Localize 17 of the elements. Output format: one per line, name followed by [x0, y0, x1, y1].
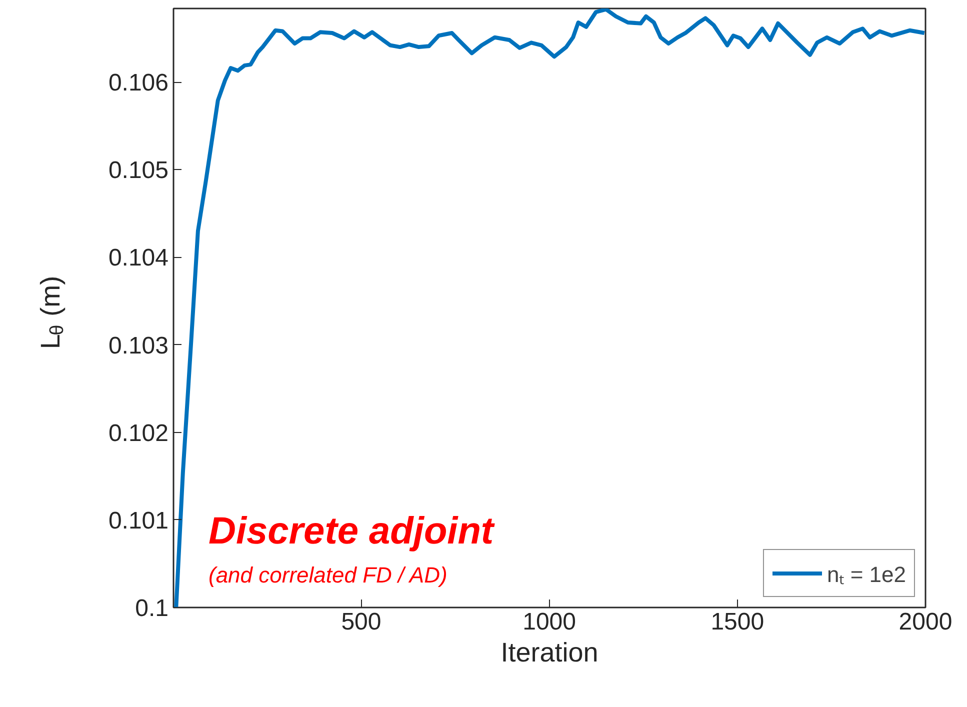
x-tick-label: 1000 — [522, 608, 576, 636]
x-tick-label: 2000 — [898, 608, 952, 636]
legend-label: nₜ = 1e2 — [826, 561, 906, 588]
y-tick-label: 0.103 — [108, 332, 169, 360]
annotation: (and correlated FD / AD) — [208, 562, 448, 588]
line-series — [174, 8, 926, 608]
y-tick-label: 0.102 — [108, 420, 169, 447]
y-tick-label: 0.101 — [108, 507, 169, 534]
annotation: Discrete adjoint — [208, 510, 495, 552]
y-tick-label: 0.105 — [108, 157, 169, 184]
x-tick-label: 500 — [341, 608, 382, 636]
y-tick-label: 0.106 — [108, 70, 169, 97]
y-axis-title: Lθ (m) — [36, 276, 68, 350]
x-tick-label: 1500 — [710, 608, 764, 636]
x-axis-title: Iteration — [500, 638, 598, 668]
y-tick-label: 0.104 — [108, 244, 169, 272]
y-tick-label: 0.1 — [135, 595, 169, 622]
